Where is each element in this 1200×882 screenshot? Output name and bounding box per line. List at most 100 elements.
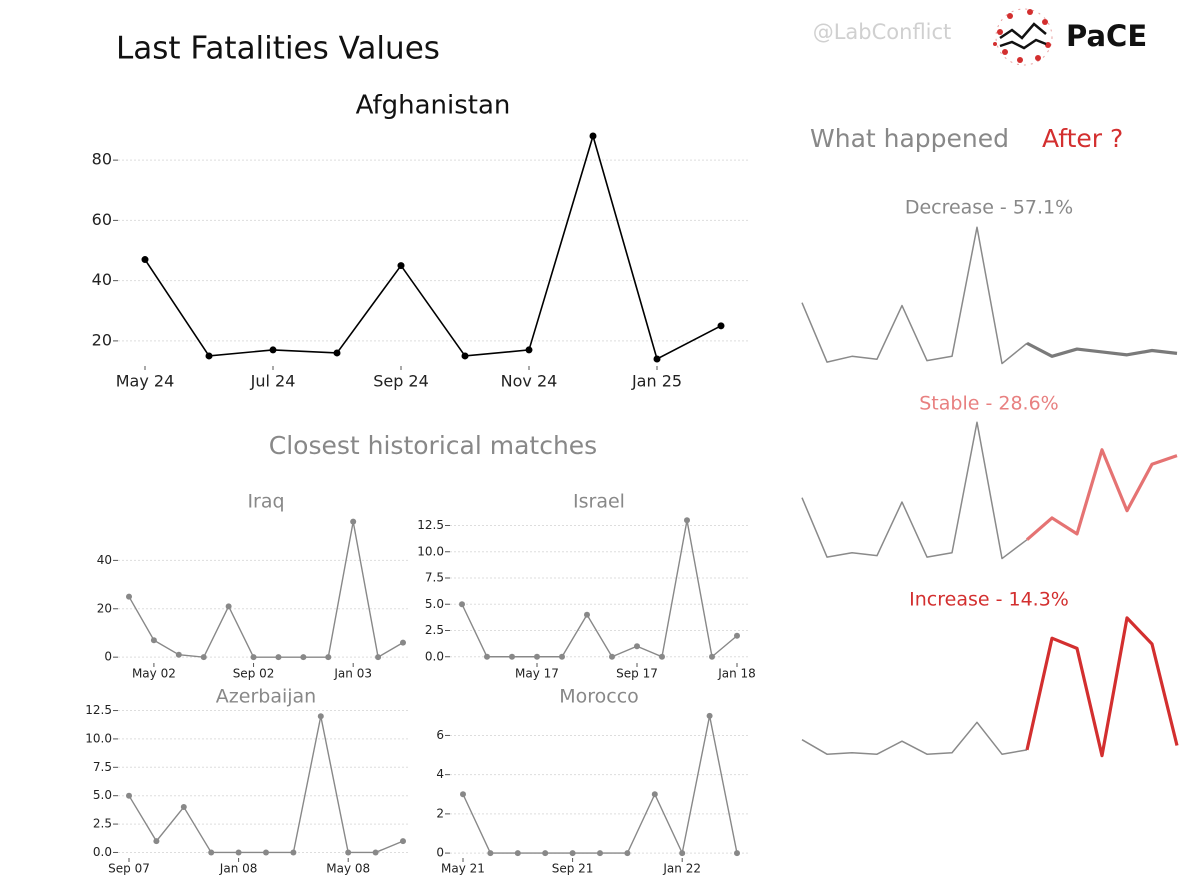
history-line [801,226,1028,365]
y-tick-label: 40 [97,553,112,567]
point [290,849,297,856]
point [461,352,469,360]
x-tick-label: Jan 18 [717,667,756,681]
line [144,133,722,361]
point [584,611,590,618]
point [345,849,352,856]
point [460,791,466,798]
chart-title: Decrease - 57.1% [905,197,1073,219]
future-line [1026,341,1178,358]
y-tick-label: 6 [436,728,444,742]
point [275,654,282,661]
y-tick-label: 40 [92,270,112,289]
x-tick-label: May 08 [326,862,370,876]
y-tick-label: 10.0 [417,544,444,558]
point [126,593,132,600]
point [609,653,615,660]
point [263,849,269,856]
logo-text: PaCE [1066,19,1147,53]
point [400,639,406,646]
point [350,518,357,525]
point [484,653,490,660]
x-tick-label: May 24 [116,372,175,391]
point [250,654,257,661]
point [180,804,187,811]
x-tick-label: May 21 [441,862,485,876]
future-line [1025,448,1178,541]
point [325,654,332,661]
point [597,850,603,857]
point [150,637,157,644]
history-line [801,421,1028,560]
y-tick-label: 0.0 [93,845,112,859]
point [400,838,406,845]
line [128,521,404,659]
chart-title: Morocco [559,686,639,708]
point [509,653,515,660]
x-tick-label: Jan 03 [333,667,372,681]
y-tick-label: 12.5 [417,518,444,532]
point [317,713,324,720]
point [235,849,242,856]
point [679,850,686,857]
future-line [1025,616,1179,758]
point [706,712,713,719]
x-tick-label: Sep 07 [108,862,150,876]
point [300,654,307,661]
point [634,643,640,650]
chart-title: Afghanistan [356,91,511,121]
line [462,715,738,856]
y-tick-label: 5.0 [93,788,112,802]
point [375,654,382,661]
line [128,716,404,854]
point [208,849,215,856]
point [459,601,465,608]
y-tick-label: 2 [436,806,444,820]
point [542,850,549,857]
y-tick-label: 7.5 [425,571,444,585]
point [589,132,597,140]
x-tick-label: Nov 24 [501,372,558,391]
point [269,346,277,354]
chart-title: Iraq [247,491,284,513]
x-tick-label: Sep 21 [552,862,594,876]
point [153,838,160,845]
y-tick-label: 0 [436,846,444,860]
point [514,850,521,857]
point [653,355,661,363]
point [717,322,725,330]
x-tick-label: Sep 17 [616,667,658,681]
y-tick-label: 60 [92,210,112,229]
point [734,850,740,857]
x-tick-label: Sep 02 [233,667,275,681]
point [205,352,213,360]
point [569,850,576,857]
point [734,632,740,639]
x-tick-label: Jan 08 [219,862,258,876]
y-tick-label: 20 [92,330,112,349]
line [461,520,738,659]
matches-title: Closest historical matches [269,431,597,460]
point [684,517,690,524]
point [659,653,665,660]
y-tick-label: 7.5 [93,760,112,774]
point [624,850,631,857]
logo-icon [993,8,1053,66]
y-tick-label: 5.0 [425,597,444,611]
handle: @LabConflict [813,20,952,44]
y-tick-label: 2.5 [425,623,444,637]
y-tick-label: 12.5 [85,703,112,717]
point [651,791,658,798]
point [487,850,494,857]
page-title: Last Fatalities Values [116,31,440,67]
y-tick-label: 80 [92,150,112,169]
history-line [801,721,1028,755]
after-title-text: What happened [810,124,1009,153]
x-tick-label: May 02 [132,667,176,681]
point [225,603,232,610]
point [175,651,182,658]
point [126,792,132,799]
after-title-highlight: After ? [1042,124,1123,153]
